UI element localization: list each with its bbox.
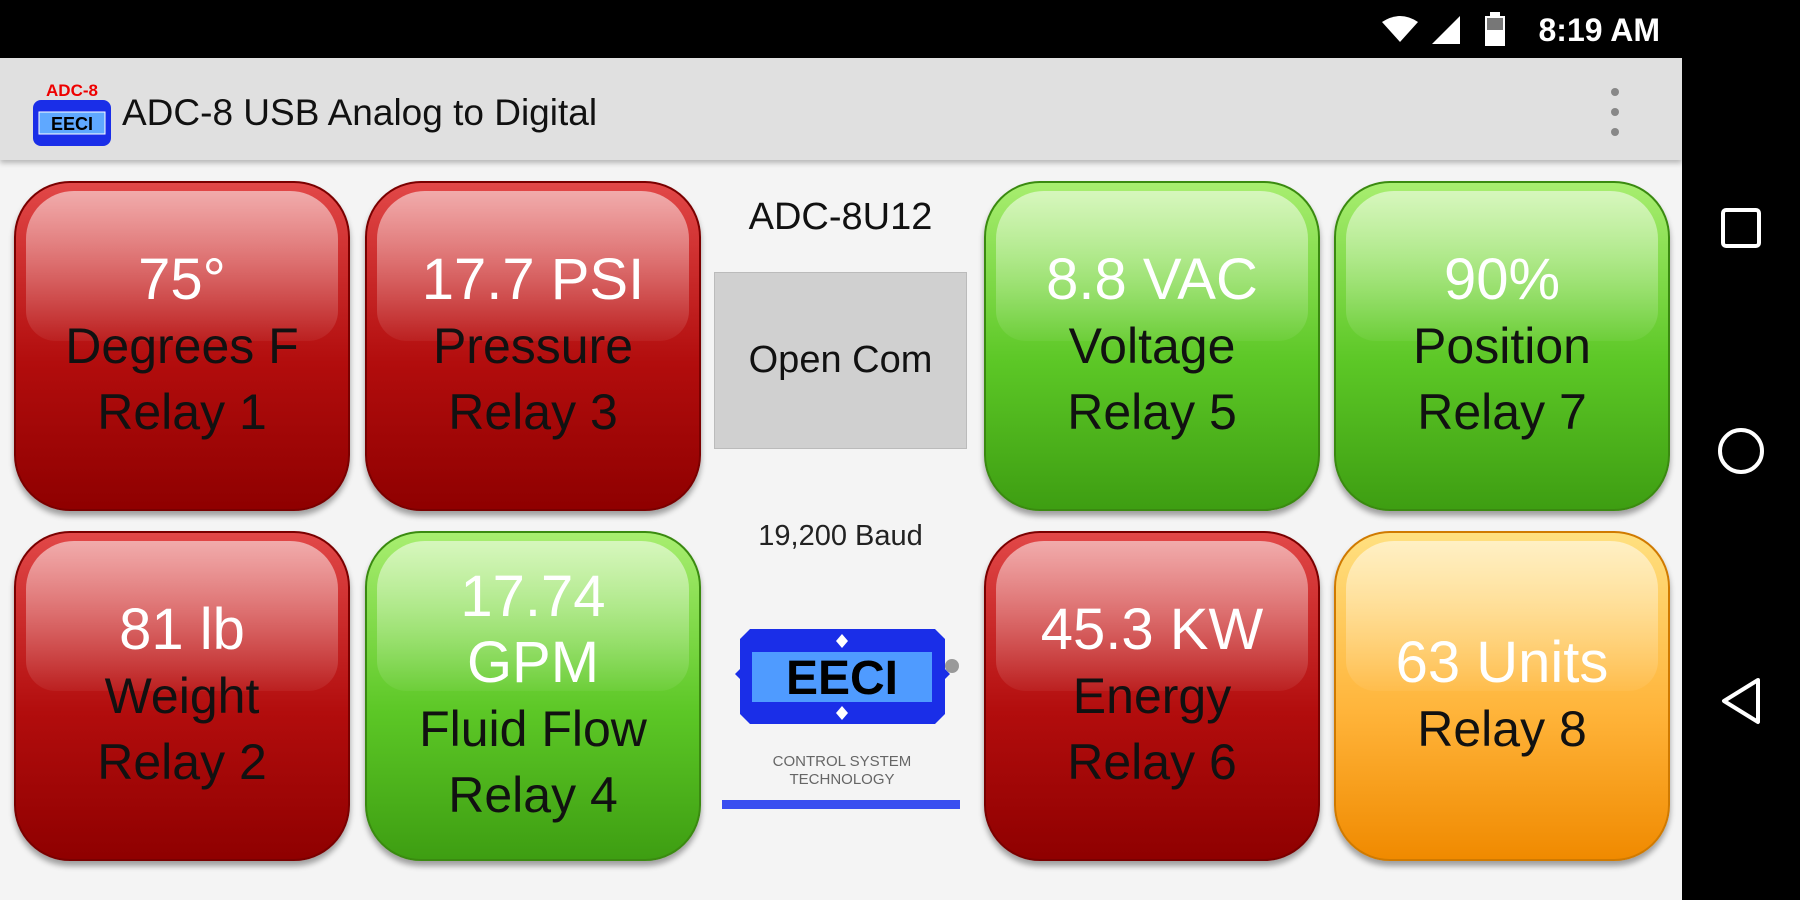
device-model: ADC-8U12: [748, 196, 933, 238]
tile-relay-3[interactable]: 17.7 PSI Pressure Relay 3: [365, 181, 701, 511]
tile-label: Degrees F: [65, 318, 299, 374]
tile-relay-6[interactable]: 45.3 KW Energy Relay 6: [984, 531, 1320, 861]
home-button[interactable]: [1682, 411, 1800, 491]
tile-relay: Relay 8: [1417, 701, 1587, 757]
svg-text:EECI: EECI: [51, 114, 93, 134]
tile-value: 81 lb: [119, 597, 245, 662]
recents-button[interactable]: [1682, 188, 1800, 268]
app-bar: ADC-8 EECI ADC-8 USB Analog to Digital: [0, 58, 1682, 160]
square-icon: [1721, 208, 1761, 248]
tile-relay-2[interactable]: 81 lb Weight Relay 2: [14, 531, 350, 861]
navigation-bar: [1682, 58, 1800, 900]
tile-relay-4[interactable]: 17.74 GPM Fluid Flow Relay 4: [365, 531, 701, 861]
tile-relay: Relay 6: [1067, 734, 1237, 790]
svg-text:EECI: EECI: [786, 652, 898, 705]
signal-icon: [1432, 16, 1460, 44]
tile-relay: Relay 4: [448, 767, 618, 823]
tile-relay-5[interactable]: 8.8 VAC Voltage Relay 5: [984, 181, 1320, 511]
tile-label: Position: [1413, 318, 1591, 374]
tile-relay-7[interactable]: 90% Position Relay 7: [1334, 181, 1670, 511]
tile-value: 17.74 GPM: [460, 564, 606, 695]
battery-icon: [1485, 12, 1505, 46]
clock: 8:19 AM: [1538, 12, 1660, 48]
eeci-logo: EECI CONTROL SYSTEM TECHNOLOGY: [722, 629, 960, 809]
tile-relay: Relay 3: [448, 384, 618, 440]
tile-relay: Relay 1: [97, 384, 267, 440]
tile-relay: Relay 2: [97, 734, 267, 790]
tile-value: 63 Units: [1395, 630, 1609, 695]
tile-value: 90%: [1443, 247, 1561, 312]
tile-relay: Relay 5: [1067, 384, 1237, 440]
tile-label: Energy: [1072, 668, 1232, 724]
svg-text:TECHNOLOGY: TECHNOLOGY: [789, 771, 894, 788]
tile-label: Pressure: [432, 318, 634, 374]
tile-value: 17.7 PSI: [421, 247, 645, 312]
svg-text:ADC-8: ADC-8: [46, 81, 98, 100]
open-com-button[interactable]: Open Com: [714, 272, 967, 449]
wifi-icon: [1382, 16, 1418, 42]
tile-value: 8.8 VAC: [1046, 247, 1258, 312]
tile-label: Weight: [104, 668, 260, 724]
tile-label: Voltage: [1068, 318, 1236, 374]
tile-label: Fluid Flow: [419, 701, 647, 757]
back-triangle-icon: [1722, 678, 1760, 724]
status-bar: 8:19 AM: [0, 0, 1800, 58]
baud-rate: 19,200 Baud: [758, 520, 923, 552]
tile-relay-1[interactable]: 75° Degrees F Relay 1: [14, 181, 350, 511]
overflow-menu-icon[interactable]: [1600, 82, 1630, 142]
tile-relay-8[interactable]: 63 Units Relay 8: [1334, 531, 1670, 861]
tile-relay: Relay 7: [1417, 384, 1587, 440]
tile-value: 45.3 KW: [1040, 597, 1264, 662]
app-logo-icon: ADC-8 EECI: [33, 81, 111, 146]
tile-value: 75°: [138, 247, 226, 312]
svg-text:CONTROL SYSTEM: CONTROL SYSTEM: [773, 753, 912, 770]
back-button[interactable]: [1682, 661, 1800, 741]
circle-icon: [1718, 428, 1764, 474]
app-title: ADC-8 USB Analog to Digital: [122, 92, 598, 133]
